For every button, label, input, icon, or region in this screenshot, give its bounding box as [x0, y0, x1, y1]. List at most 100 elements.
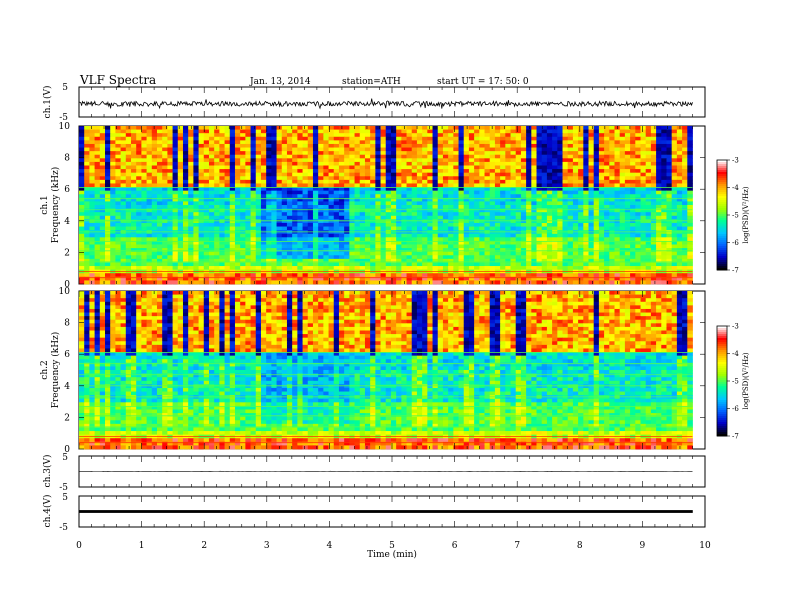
spectrogram-cell: [671, 251, 678, 256]
spectrogram-cell: [94, 197, 101, 202]
spectrogram-cell: [448, 179, 454, 184]
spectrogram-cell: [307, 266, 314, 271]
spectrogram-cell: [162, 187, 168, 192]
spectrogram-cell: [151, 179, 158, 184]
spectrogram-cell: [364, 133, 371, 138]
spectrogram-cell: [572, 266, 579, 271]
spectrogram-cell: [84, 273, 90, 278]
spectrogram-cell: [219, 187, 225, 192]
spectrogram-cell: [546, 151, 553, 156]
spectrogram-cell: [536, 187, 543, 192]
spectrogram-cell: [271, 151, 277, 156]
spectrogram-cell: [318, 226, 324, 231]
spectrogram-cell: [583, 158, 589, 163]
spectrogram-cell: [578, 237, 584, 242]
spectrogram-cell: [598, 143, 605, 148]
spectrogram-cell: [286, 183, 293, 188]
spectrogram-cell: [125, 151, 132, 156]
spectrogram-cell: [406, 205, 413, 209]
spectrogram-cell: [177, 251, 184, 256]
spectrogram-cell: [661, 237, 667, 242]
spectrogram-cell: [562, 143, 569, 148]
spectrogram-cell: [104, 176, 111, 181]
spectrogram-cell: [437, 172, 444, 177]
spectrogram-cell: [531, 266, 537, 271]
spectrogram-cell: [136, 136, 142, 141]
spectrogram-cell: [630, 266, 636, 271]
spectrogram-cell: [354, 136, 361, 141]
spectrogram-cell: [130, 237, 137, 242]
spectrogram-cell: [593, 197, 600, 202]
spectrogram-cell: [604, 219, 610, 224]
spectrogram-cell: [604, 255, 610, 260]
spectrogram-cell: [614, 205, 621, 209]
spectrogram-cell: [162, 240, 168, 245]
spectrogram-cell: [219, 179, 225, 184]
spectrogram-cell: [245, 179, 251, 184]
spectrogram-cell: [151, 158, 158, 163]
spectrogram-cell: [510, 201, 517, 206]
spectrogram-cell: [151, 215, 158, 220]
spectrogram-cell: [245, 212, 251, 217]
spectrogram-cell: [328, 201, 335, 206]
spectrogram-cell: [245, 237, 251, 242]
spectrogram-cell: [687, 183, 693, 188]
spectrogram-cell: [328, 172, 335, 177]
spectrogram-cell: [99, 244, 106, 249]
spectrogram-cell: [453, 194, 459, 199]
spectrogram-cell: [671, 133, 678, 138]
spectrogram-cell: [271, 126, 277, 130]
spectrogram-cell: [141, 140, 147, 145]
spectrogram-cell: [453, 215, 459, 220]
spectrogram-cell: [136, 158, 142, 163]
spectrogram-cell: [427, 244, 433, 249]
spectrogram-cell: [167, 147, 173, 152]
spectrogram-cell: [432, 169, 439, 174]
spectrogram-cell: [489, 226, 496, 231]
spectrogram-cell: [359, 255, 366, 260]
spectrogram-cell: [380, 208, 387, 213]
spectrogram-cell: [84, 172, 90, 177]
spectrogram-cell: [146, 266, 153, 271]
spectrogram-cell: [567, 161, 574, 166]
spectrogram-cell: [224, 197, 231, 202]
spectrogram-cell: [661, 179, 667, 184]
spectrogram-cell: [120, 201, 127, 206]
spectrogram-cell: [463, 165, 470, 170]
spectrogram-cell: [515, 158, 522, 163]
spectrogram-cell: [198, 187, 205, 192]
spectrogram-cell: [546, 237, 553, 242]
spectrogram-cell: [318, 187, 324, 192]
spectrogram-cell: [260, 172, 267, 177]
spectrogram-cell: [198, 179, 205, 184]
spectrogram-cell: [442, 126, 449, 130]
spectrogram-cell: [156, 136, 163, 141]
spectrogram-cell: [250, 244, 257, 249]
spectrogram-cell: [286, 212, 293, 217]
spectrogram-cell: [385, 215, 392, 220]
spectrogram-cell: [604, 169, 610, 174]
spectrogram-cell: [188, 222, 194, 227]
spectrogram-cell: [598, 129, 605, 134]
spectrogram-cell: [411, 248, 418, 253]
spectrogram-cell: [219, 194, 225, 199]
spectrogram-cell: [302, 136, 309, 141]
spectrogram-cell: [302, 183, 309, 188]
spectrogram-cell: [125, 205, 132, 209]
spectrogram-cell: [598, 161, 605, 166]
spectrogram-cell: [240, 208, 246, 213]
spectrogram-cell: [354, 205, 361, 209]
spectrogram-cell: [572, 237, 579, 242]
spectrogram-cell: [510, 197, 517, 202]
spectrogram-cell: [583, 222, 589, 227]
spectrogram-cell: [661, 205, 667, 209]
spectrogram-cell: [536, 205, 543, 209]
spectrogram-cell: [380, 136, 387, 141]
spectrogram-cell: [162, 201, 168, 206]
spectrogram-cell: [588, 187, 595, 192]
spectrogram-cell: [614, 248, 621, 253]
spectrogram-cell: [240, 262, 246, 267]
spectrogram-cell: [500, 194, 506, 199]
spectrogram-cell: [531, 179, 537, 184]
spectrogram-cell: [260, 126, 267, 130]
